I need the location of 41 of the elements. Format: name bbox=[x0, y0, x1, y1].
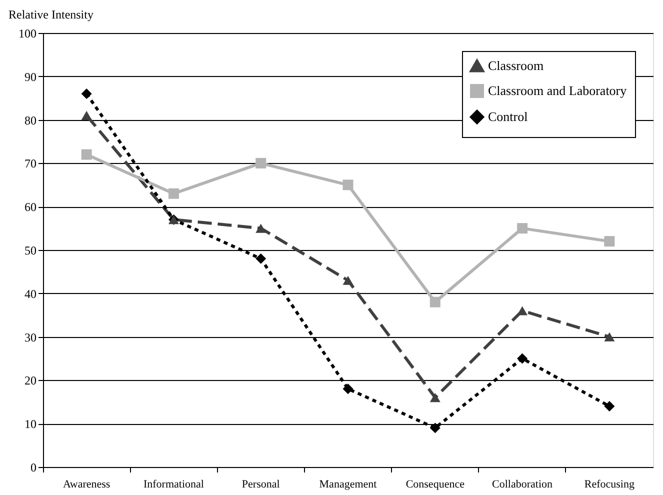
point bbox=[342, 180, 354, 190]
point bbox=[81, 110, 92, 120]
point bbox=[256, 253, 266, 264]
y-tick-label: 0 bbox=[30, 460, 36, 474]
point bbox=[342, 384, 354, 394]
x-tick-label: Consequence bbox=[406, 478, 465, 490]
point bbox=[604, 332, 615, 342]
y-tick-label: 40 bbox=[24, 286, 36, 301]
legend-label: Control bbox=[488, 109, 528, 124]
y-tick-label: 60 bbox=[24, 200, 36, 214]
point bbox=[430, 393, 440, 402]
y-tick-label: 30 bbox=[24, 330, 36, 344]
x-tick-label: Personal bbox=[242, 478, 280, 490]
point bbox=[517, 353, 528, 364]
y-tick-label: 50 bbox=[24, 244, 36, 258]
point bbox=[168, 188, 179, 199]
point bbox=[256, 224, 266, 233]
y-axis-title: Relative Intensity bbox=[8, 8, 94, 22]
x-tick-label: Refocusing bbox=[584, 478, 635, 490]
y-tick-label: 100 bbox=[18, 26, 36, 40]
x-tick-label: Management bbox=[319, 478, 377, 490]
x-tick-label: Collaboration bbox=[492, 478, 554, 490]
legend-label: Classroom bbox=[488, 58, 544, 73]
point bbox=[430, 422, 440, 434]
point bbox=[517, 223, 528, 234]
point bbox=[604, 400, 615, 412]
y-tick-label: 20 bbox=[24, 374, 36, 388]
legend-label: Classroom and Laboratory bbox=[488, 83, 628, 98]
point bbox=[81, 149, 92, 160]
y-tick-label: 80 bbox=[24, 113, 36, 128]
y-tick-label: 70 bbox=[24, 156, 36, 171]
point bbox=[342, 276, 354, 285]
point bbox=[81, 88, 92, 100]
y-tick-label: 90 bbox=[24, 70, 36, 84]
point bbox=[517, 306, 528, 316]
x-tick-label: Informational bbox=[143, 478, 204, 490]
x-tick-label: Awareness bbox=[62, 478, 110, 490]
point bbox=[604, 236, 615, 247]
point bbox=[256, 158, 266, 168]
y-tick-label: 10 bbox=[24, 417, 36, 432]
point bbox=[430, 296, 440, 308]
